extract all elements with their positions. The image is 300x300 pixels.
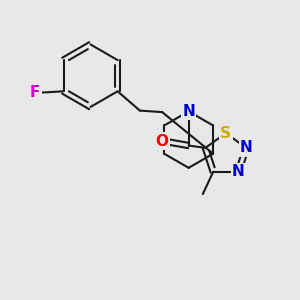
Text: N: N bbox=[240, 140, 253, 155]
Text: O: O bbox=[155, 134, 168, 148]
Text: S: S bbox=[220, 126, 231, 141]
Text: N: N bbox=[232, 164, 245, 179]
Text: N: N bbox=[182, 104, 195, 119]
Text: F: F bbox=[30, 85, 40, 100]
